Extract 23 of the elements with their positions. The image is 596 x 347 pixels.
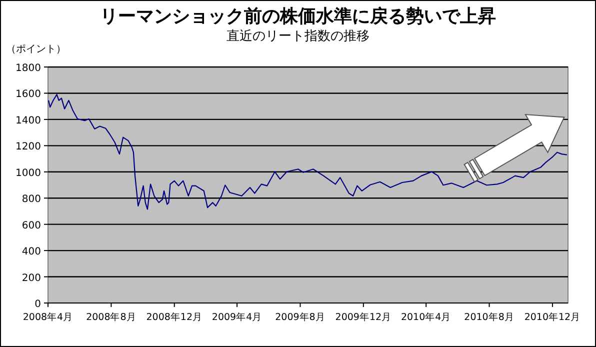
x-tick-label: 2009年4月 [212,311,262,323]
y-tick-label: 0 [34,299,41,310]
x-tick-label: 2010年4月 [400,311,452,323]
x-tick-label: 2010年12月 [524,311,581,323]
y-tick-label: 200 [22,272,41,284]
x-tick-label: 2009年12月 [335,311,392,323]
x-tick-label: 2008年8月 [86,311,136,323]
x-tick-label: 2009年8月 [275,311,326,323]
y-tick-label: 800 [22,194,41,206]
y-tick-label: 400 [22,246,41,258]
y-tick-label: 1400 [16,115,41,126]
line-series [48,94,568,210]
chart-subtitle: 直近のリート指数の推移 [226,29,370,44]
y-tick-label: 1000 [16,168,41,179]
y-tick-label: 1600 [16,89,41,100]
x-tick-label: 2010年8月 [464,311,514,323]
x-tick-label: 2008年12月 [146,311,203,323]
chart-title: リーマンショック前の株価水準に戻る勢いで上昇 [100,6,496,27]
y-axis-title: （ポイント） [6,44,66,55]
y-tick-label: 1200 [16,142,41,153]
y-tick-label: 1800 [16,63,41,74]
x-tick-label: 2008年4月 [22,311,74,323]
y-tick-label: 600 [22,220,41,232]
